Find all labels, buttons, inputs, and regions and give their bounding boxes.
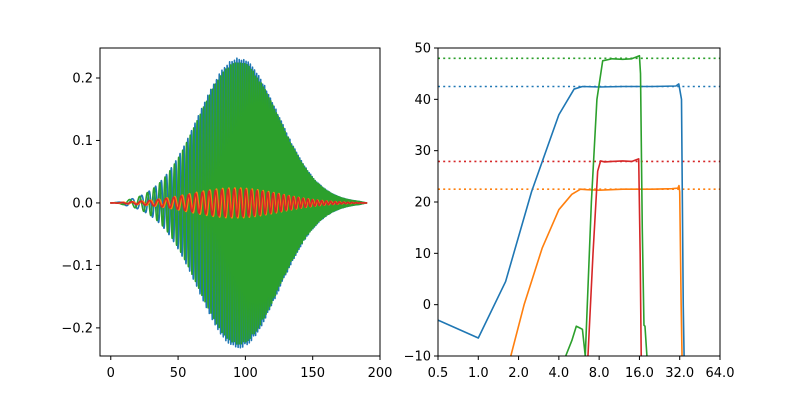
right-xtick-label: 2.0: [508, 366, 529, 381]
right-ytick-label: 20: [414, 196, 431, 211]
right-ytick-label: 40: [414, 93, 431, 108]
left-axes-frame: [99, 47, 381, 357]
right-xtick-label: 32.0: [665, 366, 694, 381]
left-tick-group: 0 50 100 150 200 −0.2 −0.1 0.0 0.1 0.2: [61, 71, 392, 381]
right-xtick-label: 0.5: [428, 366, 449, 381]
right-ytick-label: −10: [404, 350, 431, 365]
right-ytick-label: 0: [423, 298, 431, 313]
left-xtick-label: 150: [300, 366, 325, 381]
left-ytick-label: −0.1: [61, 259, 93, 274]
right-axes: 0.5 1.0 2.0 4.0 8.0 16.0 32.0 64.0 −10 0 10 20 30 40 5…: [404, 42, 735, 382]
right-ytick-label: 30: [414, 144, 431, 159]
right-ytick-label: 50: [414, 42, 431, 57]
right-xtick-label: 4.0: [549, 366, 570, 381]
right-plot-area: [438, 54, 720, 356]
right-series-blue: [438, 83, 685, 356]
right-xtick-label: 64.0: [706, 366, 735, 381]
left-series-red: [109, 188, 368, 218]
right-series-orange: [510, 184, 683, 356]
right-xtick-label: 16.0: [625, 366, 654, 381]
left-xtick-label: 200: [368, 366, 393, 381]
right-series-green: [564, 54, 648, 356]
left-ytick-label: −0.2: [61, 321, 93, 336]
left-xtick-label: 0: [107, 366, 115, 381]
right-xtick-label: 1.0: [468, 366, 489, 381]
right-series-red: [587, 158, 643, 356]
right-tick-group: 0.5 1.0 2.0 4.0 8.0 16.0 32.0 64.0 −10 0 10 20 30 40 5…: [404, 42, 735, 382]
left-xtick-label: 100: [233, 366, 258, 381]
left-plot-area: [109, 57, 368, 349]
left-axes: 0 50 100 150 200 −0.2 −0.1 0.0 0.1 0.2: [61, 47, 392, 381]
left-xtick-label: 50: [170, 366, 187, 381]
left-ytick-label: 0.2: [72, 71, 93, 86]
left-ytick-label: 0.1: [72, 134, 93, 149]
right-ytick-label: 10: [414, 247, 431, 262]
left-series-green: [109, 62, 368, 345]
left-ytick-label: 0.0: [72, 196, 93, 211]
right-axes-frame: [437, 47, 721, 357]
right-xtick-label: 8.0: [589, 366, 610, 381]
